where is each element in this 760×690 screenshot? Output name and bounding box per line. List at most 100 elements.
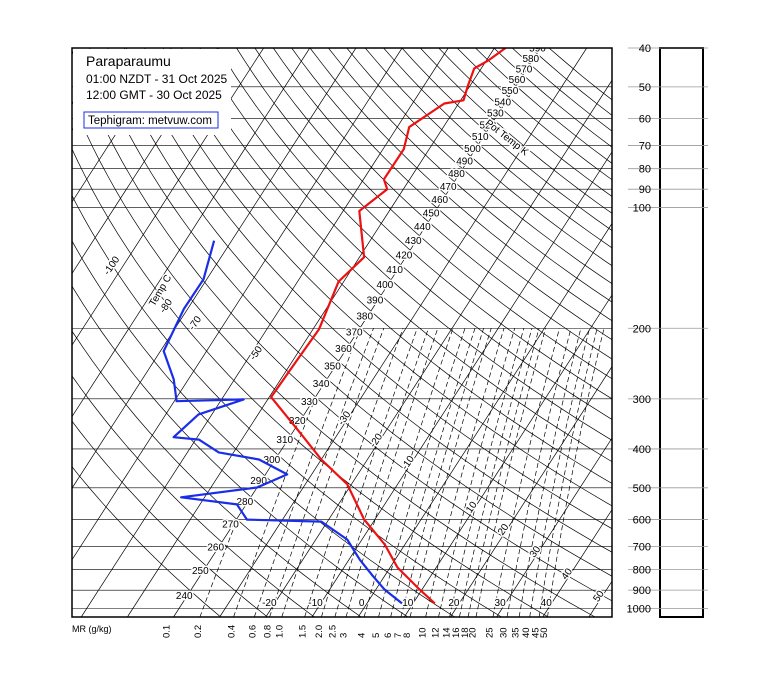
mixing-ratio-line — [281, 328, 385, 617]
dry-adiabat — [456, 48, 612, 181]
adiabat-label: 550 — [502, 86, 519, 97]
dry-adiabat — [72, 148, 549, 617]
adiabat-label: 350 — [324, 361, 341, 372]
adiabat-label: 470 — [440, 182, 457, 193]
mixing-ratio-line — [438, 328, 516, 617]
pressure-tick-label: 60 — [639, 114, 651, 126]
credit: Tephigram: metvuw.com — [88, 115, 212, 127]
mixing-ratio-line — [467, 328, 540, 617]
adiabat-label: 420 — [396, 250, 413, 261]
mixing-ratio-line — [233, 405, 313, 617]
mixing-ratio-label: 5 — [371, 633, 382, 638]
mixing-ratio-label: 1.5 — [297, 625, 308, 638]
dry-adiabat — [162, 48, 612, 484]
adiabat-label: 440 — [414, 222, 431, 233]
dry-adiabat — [72, 49, 612, 602]
mixing-ratio-line — [304, 328, 404, 617]
credit-box — [83, 111, 219, 129]
dry-adiabat — [309, 48, 612, 322]
mixing-ratio-label: 0.4 — [227, 625, 238, 638]
profiles — [162, 48, 507, 605]
adiabat-label: 480 — [448, 169, 465, 180]
dry-adiabat — [401, 48, 612, 231]
isotherm-label: 20 — [448, 598, 460, 609]
isotherm — [542, 509, 612, 617]
mixing-ratio-label: 20 — [468, 627, 479, 638]
isotherm-label: -10 — [308, 598, 323, 609]
mixing-ratio-label: 45 — [530, 627, 541, 638]
mixing-ratio-line — [400, 328, 484, 617]
mixing-ratio-line — [506, 328, 572, 617]
pressure-tick-label: 90 — [639, 184, 651, 196]
dry-adiabat — [125, 48, 612, 530]
isotherm — [72, 48, 311, 418]
isotherm-label: 30 — [495, 598, 507, 609]
sounding-profile — [270, 48, 507, 605]
dry-adiabat — [383, 48, 612, 249]
adiabat-label: 330 — [301, 397, 318, 408]
adiabat-label: 430 — [405, 236, 422, 247]
adiabat-label: 370 — [346, 328, 363, 339]
mixing-ratio-label: 3 — [338, 633, 349, 638]
dry-adiabat — [438, 48, 612, 197]
chart-title: Paraparaumu — [86, 53, 171, 69]
adiabat-label: 390 — [367, 295, 384, 306]
mixing-ratio-label: 7 — [393, 633, 404, 638]
adiabat-label: 560 — [509, 75, 526, 86]
dry-adiabat — [328, 48, 612, 303]
subtitle: 01:00 NZDT - 31 Oct 2025 — [86, 72, 228, 86]
mixing-ratio-line — [518, 328, 582, 617]
isotherm — [173, 48, 541, 617]
pressure-tick-label: 80 — [639, 164, 651, 176]
adiabat-label: 490 — [456, 156, 473, 167]
dry-adiabat — [364, 48, 612, 267]
pressure-tick-label: 200 — [633, 323, 651, 335]
mixing-ratio-label: 0.2 — [193, 625, 204, 638]
mixing-ratio-line — [269, 328, 374, 617]
adiabat-label: 460 — [431, 195, 448, 206]
isotherm — [219, 48, 587, 617]
mixing-ratio-line — [378, 328, 466, 617]
adiabat-label: 340 — [313, 379, 330, 390]
adiabat-label: 380 — [356, 311, 373, 322]
isotherm — [127, 48, 495, 617]
isotherm — [311, 151, 612, 617]
pressure-tick-label: 300 — [633, 394, 651, 406]
pressure-tick-label: 50 — [639, 82, 651, 94]
mixing-ratio-line — [321, 328, 418, 617]
isotherm-label: -20 — [262, 598, 277, 609]
adiabat-label: 310 — [276, 435, 293, 446]
adiabat-label: 570 — [516, 64, 533, 75]
dry-adiabat — [291, 48, 612, 341]
mixing-ratio-label: 4 — [356, 633, 367, 638]
isotherm — [265, 79, 612, 617]
mixing-ratio-line — [547, 328, 605, 617]
pressure-tick-label: 400 — [633, 444, 651, 456]
isotherm — [450, 365, 612, 617]
dry-adiabat — [420, 48, 612, 214]
mixing-ratio-line — [390, 328, 476, 617]
isotherm — [72, 48, 218, 275]
adiabat-label: 510 — [472, 132, 489, 143]
mixing-ratio-line — [492, 328, 560, 617]
dry-adiabat — [72, 285, 409, 617]
adiabat-label: 240 — [176, 591, 193, 602]
pressure-tick-label: 700 — [633, 541, 651, 553]
isotherm-label: 0 — [359, 598, 365, 609]
mixing-ratio-label: 30 — [499, 627, 510, 638]
isotherm — [404, 294, 612, 617]
mixing-ratio-label: 50 — [539, 627, 550, 638]
dry-adiabat — [475, 48, 612, 164]
mixing-ratio-line — [253, 328, 361, 617]
mixing-ratio-line — [199, 520, 238, 617]
mixing-ratio-line — [529, 328, 590, 617]
dry-adiabat — [72, 99, 596, 617]
mixing-ratio-label: 1.0 — [275, 625, 286, 638]
mixing-ratio-label: 35 — [511, 627, 522, 638]
dry-adiabat — [89, 48, 612, 577]
isotherm — [72, 48, 264, 346]
axes: 4050607080901002003004005006007008009001… — [162, 43, 708, 638]
mixing-ratio-label: 0.1 — [162, 625, 173, 638]
mixing-ratio-label: 6 — [383, 633, 394, 638]
